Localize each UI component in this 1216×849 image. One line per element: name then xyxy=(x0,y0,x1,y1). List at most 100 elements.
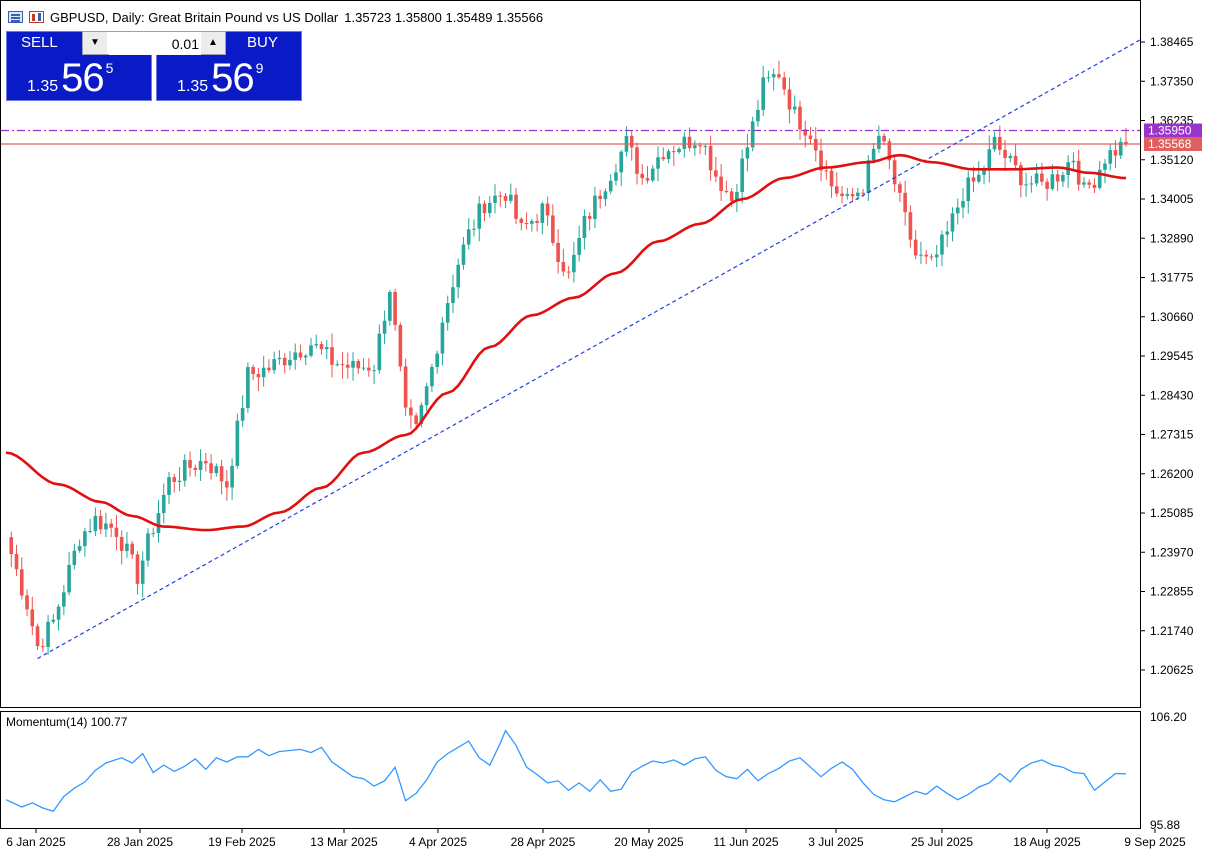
candle-body xyxy=(119,536,124,552)
candle-body xyxy=(188,459,192,468)
candle-body xyxy=(345,364,350,368)
x-tick-label: 3 Jul 2025 xyxy=(808,835,864,849)
candle-body xyxy=(393,292,397,325)
momentum-pane[interactable] xyxy=(0,711,1141,829)
candle-body xyxy=(482,203,487,214)
candle-body xyxy=(540,203,545,223)
y-tick-label: 1.35120 xyxy=(1150,153,1194,167)
candle-body xyxy=(850,194,855,197)
candle-body xyxy=(314,344,319,346)
lot-size-input[interactable] xyxy=(109,33,201,55)
candle-body xyxy=(577,238,581,255)
candle-body xyxy=(419,405,424,424)
x-tick-label: 11 Jun 2025 xyxy=(713,835,778,849)
candle-body xyxy=(1008,155,1013,159)
candle-body xyxy=(750,121,755,148)
candle-body xyxy=(976,174,981,182)
candle-body xyxy=(598,195,602,200)
candle-body xyxy=(582,216,587,239)
candle-body xyxy=(83,531,87,547)
candle-body xyxy=(1024,184,1028,186)
y-tick-label: 1.26200 xyxy=(1150,467,1194,481)
chart-title-bar: GBPUSD, Daily: Great Britain Pound vs US… xyxy=(8,9,549,25)
candle-body xyxy=(372,370,376,372)
candle-body xyxy=(41,646,45,648)
candle-body xyxy=(629,135,634,148)
candle-body xyxy=(771,74,776,78)
candle-body xyxy=(1076,160,1081,185)
candle-body xyxy=(661,157,666,160)
candle-body xyxy=(919,254,923,256)
candle-body xyxy=(877,135,881,149)
candle-body xyxy=(593,195,597,219)
buy-price-prefix: 1.35 xyxy=(177,78,209,95)
chart-menu-icon[interactable] xyxy=(8,11,23,23)
candle-body xyxy=(1029,183,1034,185)
candle-body xyxy=(756,109,760,122)
candle-body xyxy=(913,239,918,256)
candle-body xyxy=(493,195,497,204)
candle-body xyxy=(35,626,40,647)
x-tick-label: 28 Jan 2025 xyxy=(107,835,173,849)
chart-type-icon[interactable] xyxy=(29,11,44,23)
trendline xyxy=(37,39,1141,660)
candle-body xyxy=(892,160,897,185)
candle-body xyxy=(677,148,681,153)
bid-price-label: 1.35568 xyxy=(1144,136,1202,151)
candle-body xyxy=(398,324,403,367)
candle-body xyxy=(225,481,229,488)
candle-body xyxy=(777,74,781,78)
y-tick-label: 1.37350 xyxy=(1150,74,1194,88)
candle-body xyxy=(861,192,865,194)
sell-price-prefix: 1.35 xyxy=(27,78,59,95)
candle-body xyxy=(1013,155,1018,166)
candle-body xyxy=(356,360,361,369)
candle-body xyxy=(1040,173,1044,182)
y-tick-label: 1.27315 xyxy=(1150,428,1194,442)
candle-body xyxy=(487,203,492,214)
x-tick-label: 28 Apr 2025 xyxy=(511,835,576,849)
buy-price-big: 56 xyxy=(211,56,254,100)
candle-body xyxy=(645,178,650,181)
candle-body xyxy=(430,366,434,387)
candle-body xyxy=(1087,182,1091,185)
candle-body xyxy=(693,145,697,149)
candle-body xyxy=(130,543,134,555)
x-tick-label: 20 May 2025 xyxy=(614,835,684,849)
candle-body xyxy=(377,333,382,371)
bid-price-label-bg xyxy=(1144,136,1202,151)
lot-decrease-icon[interactable]: ▼ xyxy=(83,32,107,54)
sell-price-sup: 5 xyxy=(105,60,114,76)
x-tick-label: 6 Jan 2025 xyxy=(6,835,66,849)
candle-body xyxy=(209,463,213,474)
candle-body xyxy=(261,367,266,378)
candles-group xyxy=(9,60,1128,655)
candle-body xyxy=(840,193,844,196)
candle-body xyxy=(367,367,371,371)
lot-increase-icon[interactable]: ▲ xyxy=(201,32,225,54)
y-tick-label: 1.30660 xyxy=(1150,310,1194,324)
candle-body xyxy=(204,461,208,464)
buy-price-sup: 9 xyxy=(255,60,264,76)
candle-body xyxy=(803,129,808,136)
y-tick-label: 1.21740 xyxy=(1150,624,1194,638)
candle-body xyxy=(88,530,92,532)
candle-body xyxy=(866,160,871,194)
candle-body xyxy=(498,195,503,197)
candle-body xyxy=(340,364,345,366)
y-tick-label: 1.22855 xyxy=(1150,585,1194,599)
candle-body xyxy=(934,254,939,258)
candle-body xyxy=(603,191,608,200)
candle-body xyxy=(382,320,387,334)
y-tick-label: 1.20625 xyxy=(1150,663,1194,677)
momentum-y-tick-label: 106.20 xyxy=(1150,710,1187,724)
main-chart-pane[interactable] xyxy=(0,0,1141,708)
x-tick-label: 19 Feb 2025 xyxy=(208,835,276,849)
candle-body xyxy=(1071,160,1076,163)
candle-body xyxy=(104,523,108,530)
candle-body xyxy=(530,220,534,224)
buy-button[interactable]: BUY 1.3556 9 xyxy=(156,31,302,101)
momentum-label: Momentum(14) 100.77 xyxy=(6,715,128,729)
y-tick-label: 1.29545 xyxy=(1150,349,1194,363)
candle-body xyxy=(235,420,240,466)
